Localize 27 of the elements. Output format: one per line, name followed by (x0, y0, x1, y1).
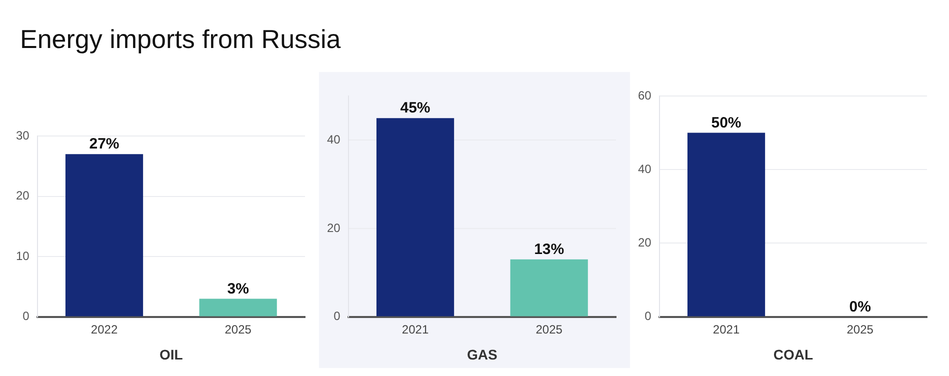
x-axis-title: GAS (467, 346, 498, 362)
x-tick-label: 2021 (402, 322, 429, 336)
data-label: 0% (849, 298, 871, 316)
y-tick-label: 10 (16, 248, 30, 263)
x-axis-title: OIL (160, 346, 184, 362)
y-tick-label: 0 (644, 309, 652, 324)
y-tick-label: 40 (326, 132, 341, 146)
y-tick-label: 0 (334, 309, 341, 324)
data-label: 3% (227, 280, 249, 298)
x-tick-label: 2025 (536, 322, 563, 336)
chart-title: Energy imports from Russia (19, 23, 342, 56)
y-tick-label: 30 (16, 128, 30, 142)
y-tick-label: 20 (16, 188, 30, 203)
x-axis-title: COAL (773, 346, 814, 362)
y-tick-label: 20 (638, 236, 652, 250)
x-tick-label: 2022 (90, 322, 118, 336)
y-tick-label: 40 (638, 162, 652, 176)
y-tick-label: 20 (326, 220, 341, 235)
data-label: 13% (534, 241, 564, 258)
x-tick-label: 2025 (224, 322, 252, 336)
data-label: 50% (711, 114, 742, 132)
data-label: 45% (400, 100, 430, 117)
data-label: 27% (89, 136, 120, 153)
y-tick-label: 60 (638, 88, 652, 102)
y-tick-label: 0 (22, 309, 30, 324)
x-tick-label: 2025 (846, 322, 874, 336)
x-tick-label: 2021 (712, 322, 740, 336)
